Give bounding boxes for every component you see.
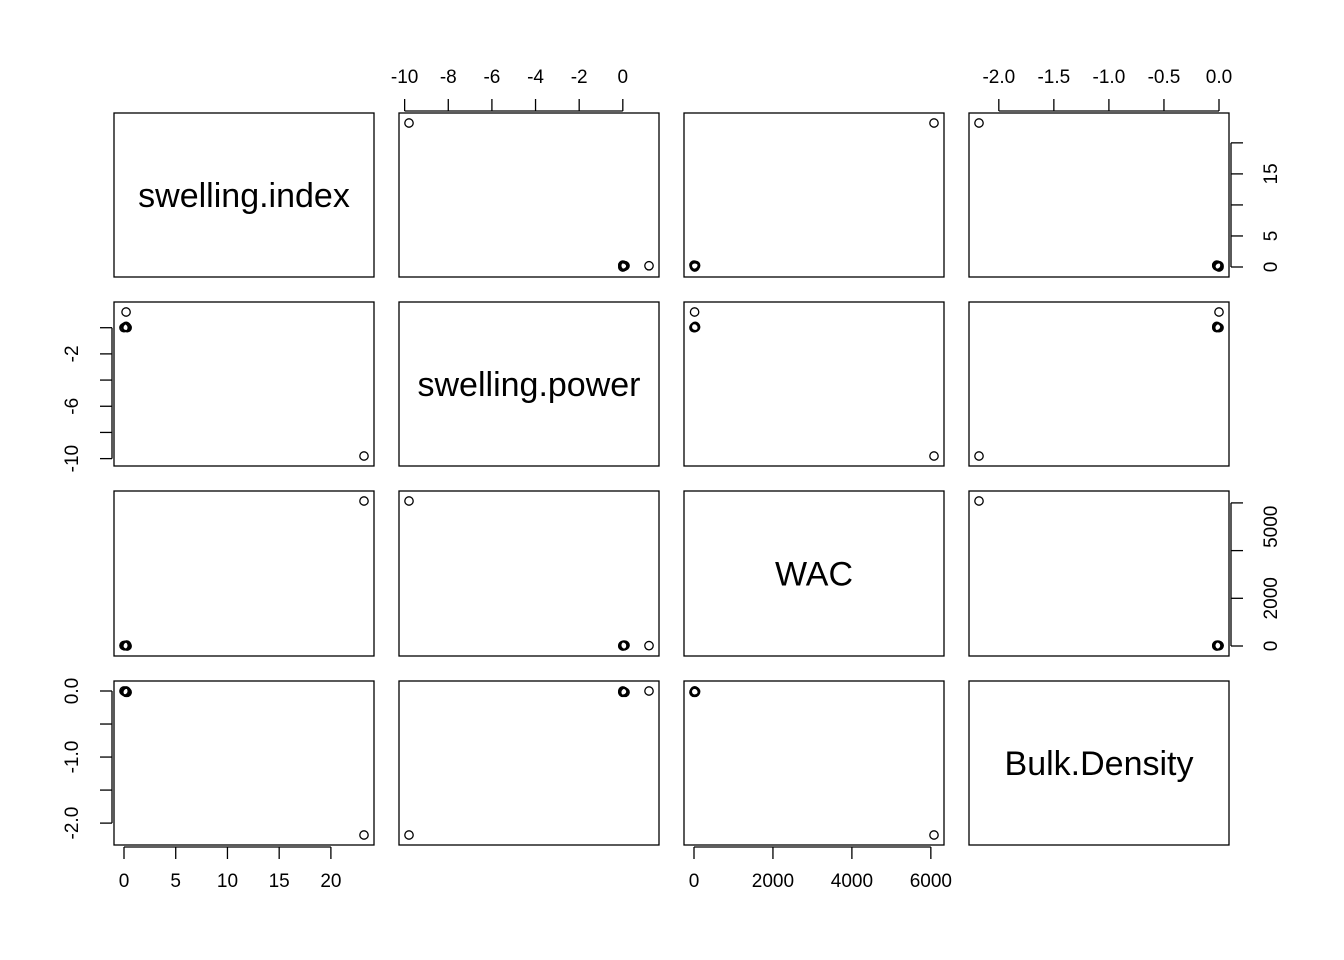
tick-label-right-wac-0: 0 <box>1261 641 1282 652</box>
tick-label-left-bulk-density-0: -2.0 <box>62 807 83 840</box>
panel-swelling-index-vs-swelling-index <box>113 112 375 278</box>
tick-label-left-swelling-power-1: -6 <box>62 398 83 415</box>
tick-label-top-swelling-power-0: -10 <box>391 67 418 88</box>
tick-label-left-bulk-density-2: 0.0 <box>62 678 83 704</box>
tick-label-top-bulk-density-2: -1.0 <box>1093 67 1126 88</box>
tick-label-top-swelling-power-1: -8 <box>440 67 457 88</box>
point-swelling-index-vs-swelling-power-4 <box>617 260 628 270</box>
tick-label-right-wac-1: 2000 <box>1261 577 1282 619</box>
tick-label-bottom-swelling-index-2: 10 <box>217 871 238 892</box>
diagonal-label-swelling-index: swelling.index <box>138 177 350 215</box>
point-swelling-index-vs-bulk-density-6 <box>974 118 984 128</box>
panel-bulk-density-vs-wac <box>683 680 945 846</box>
panel-swelling-index-vs-bulk-density <box>968 112 1230 278</box>
point-bulk-density-vs-swelling-index-6 <box>359 830 369 840</box>
panel-wac-vs-bulk-density <box>968 490 1230 657</box>
panel-bulk-density-vs-swelling-power <box>398 680 660 846</box>
tick-label-bottom-swelling-index-1: 5 <box>170 871 181 892</box>
point-wac-vs-swelling-power-3 <box>619 640 629 650</box>
panel-bulk-density-vs-bulk-density <box>968 680 1230 846</box>
point-wac-vs-swelling-power-4 <box>617 641 628 651</box>
point-bulk-density-vs-swelling-power-5 <box>644 686 654 696</box>
point-wac-vs-swelling-index-6 <box>359 496 369 506</box>
tick-label-right-swelling-index-0: 0 <box>1261 262 1282 273</box>
tick-label-bottom-swelling-index-0: 0 <box>119 871 130 892</box>
point-wac-vs-bulk-density-6 <box>974 496 984 506</box>
point-bulk-density-vs-swelling-index-5 <box>121 686 131 696</box>
panel-bulk-density-vs-swelling-index <box>113 680 375 846</box>
diagonal-label-bulk-density: Bulk.Density <box>1005 745 1194 783</box>
tick-label-top-swelling-power-3: -4 <box>527 67 544 88</box>
panel-swelling-power-vs-swelling-power <box>398 301 660 467</box>
point-swelling-power-vs-swelling-index-6 <box>359 451 369 461</box>
point-bulk-density-vs-swelling-power-6 <box>404 830 414 840</box>
panel-wac-vs-wac <box>683 490 945 657</box>
tick-label-left-swelling-power-2: -2 <box>62 345 83 362</box>
panel-swelling-index-vs-swelling-power <box>398 112 660 278</box>
panel-wac-vs-swelling-index <box>113 490 375 657</box>
point-swelling-index-vs-bulk-density-5 <box>1214 260 1224 271</box>
tick-label-top-bulk-density-0: -2.0 <box>982 67 1015 88</box>
point-swelling-power-vs-swelling-index-5 <box>121 307 131 317</box>
tick-label-bottom-wac-0: 0 <box>689 871 700 892</box>
tick-label-bottom-wac-2: 4000 <box>831 871 873 892</box>
point-swelling-power-vs-wac-5 <box>689 307 700 317</box>
tick-label-top-bulk-density-3: -0.5 <box>1148 67 1181 88</box>
tick-label-right-wac-2: 5000 <box>1261 506 1282 548</box>
point-bulk-density-vs-swelling-index-4 <box>122 687 132 698</box>
tick-label-top-bulk-density-1: -1.5 <box>1037 67 1070 88</box>
tick-label-left-swelling-power-0: -10 <box>62 445 83 472</box>
point-swelling-power-vs-wac-4 <box>689 322 699 333</box>
point-swelling-index-vs-wac-5 <box>689 260 700 271</box>
tick-label-top-swelling-power-4: -2 <box>571 67 588 88</box>
tick-label-bottom-swelling-index-4: 20 <box>320 871 341 892</box>
tick-label-top-swelling-power-2: -6 <box>483 67 500 88</box>
tick-label-bottom-swelling-index-3: 15 <box>269 871 290 892</box>
panel-swelling-index-vs-wac <box>683 112 945 278</box>
point-bulk-density-vs-wac-5 <box>689 686 700 696</box>
panel-wac-vs-swelling-power <box>398 490 660 657</box>
point-swelling-index-vs-swelling-power-6 <box>404 118 414 128</box>
tick-label-top-swelling-power-5: 0 <box>618 67 629 88</box>
panel-swelling-power-vs-swelling-index <box>113 301 375 467</box>
point-wac-vs-swelling-power-5 <box>644 640 654 651</box>
tick-label-left-bulk-density-1: -1.0 <box>62 741 83 774</box>
diagonal-label-swelling-power: swelling.power <box>418 366 641 404</box>
panel-swelling-power-vs-bulk-density <box>968 301 1230 467</box>
point-swelling-index-vs-swelling-power-5 <box>644 260 654 271</box>
point-wac-vs-swelling-index-5 <box>121 640 131 651</box>
point-swelling-power-vs-bulk-density-4 <box>1211 322 1222 333</box>
tick-label-right-swelling-index-1: 5 <box>1261 231 1282 242</box>
point-swelling-power-vs-swelling-index-4 <box>122 322 132 333</box>
tick-label-bottom-wac-1: 2000 <box>752 871 794 892</box>
point-bulk-density-vs-wac-6 <box>929 830 939 840</box>
diagonal-label-wac: WAC <box>775 556 853 594</box>
tick-label-top-bulk-density-4: 0.0 <box>1206 67 1232 88</box>
tick-label-bottom-wac-3: 6000 <box>910 871 952 892</box>
point-swelling-index-vs-wac-6 <box>929 118 939 128</box>
point-swelling-power-vs-bulk-density-5 <box>1214 307 1224 317</box>
point-swelling-power-vs-wac-6 <box>929 451 939 461</box>
tick-label-right-swelling-index-2: 15 <box>1261 163 1282 184</box>
panel-swelling-power-vs-wac <box>683 301 945 467</box>
point-swelling-power-vs-bulk-density-6 <box>974 451 984 461</box>
point-bulk-density-vs-swelling-power-4 <box>617 687 628 698</box>
point-wac-vs-bulk-density-5 <box>1214 640 1224 651</box>
point-wac-vs-swelling-power-6 <box>404 496 414 506</box>
